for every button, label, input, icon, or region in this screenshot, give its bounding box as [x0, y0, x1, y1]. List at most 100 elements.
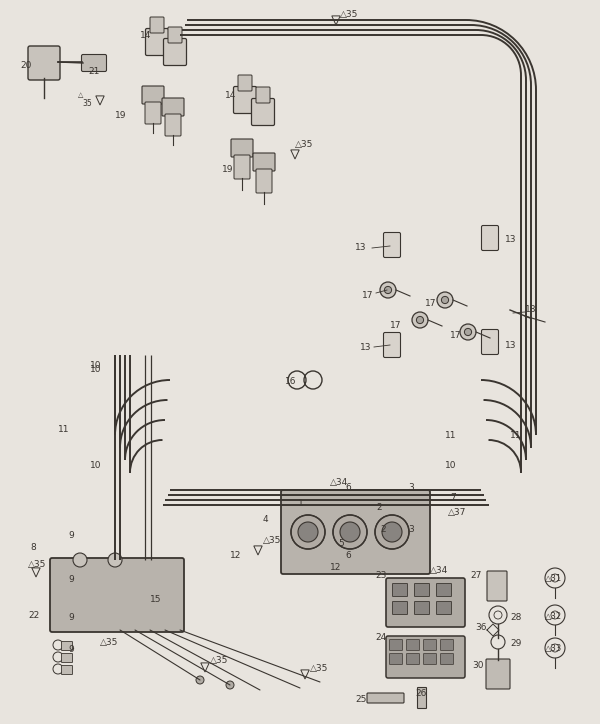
- FancyBboxPatch shape: [50, 558, 184, 632]
- FancyBboxPatch shape: [168, 27, 182, 43]
- Text: 9: 9: [68, 613, 74, 623]
- FancyBboxPatch shape: [146, 28, 169, 56]
- Text: △35: △35: [295, 140, 313, 149]
- Text: 27: 27: [470, 571, 481, 579]
- Text: 8: 8: [30, 544, 36, 552]
- Text: 13: 13: [505, 340, 517, 350]
- FancyBboxPatch shape: [251, 98, 275, 125]
- Text: 3: 3: [408, 484, 414, 492]
- Text: 2: 2: [376, 503, 382, 513]
- Text: △32: △32: [545, 612, 562, 620]
- Text: 13: 13: [355, 243, 367, 253]
- Text: 22: 22: [28, 610, 39, 620]
- Text: △35: △35: [340, 9, 358, 19]
- Text: 10: 10: [90, 366, 101, 374]
- Text: 3: 3: [408, 526, 414, 534]
- FancyBboxPatch shape: [392, 602, 407, 615]
- Text: 35: 35: [82, 98, 92, 107]
- Text: 20: 20: [20, 61, 31, 70]
- Text: 9: 9: [68, 576, 74, 584]
- Text: 2: 2: [380, 526, 386, 534]
- Text: △35: △35: [100, 639, 118, 647]
- Text: △: △: [78, 92, 83, 98]
- Text: 12: 12: [330, 563, 341, 573]
- Text: △34: △34: [430, 565, 448, 575]
- Text: △37: △37: [448, 508, 466, 518]
- Circle shape: [226, 681, 234, 689]
- Text: △33: △33: [545, 644, 562, 652]
- FancyBboxPatch shape: [142, 86, 164, 104]
- Text: 10: 10: [90, 361, 101, 369]
- Text: △35: △35: [263, 536, 281, 544]
- Circle shape: [385, 287, 392, 294]
- FancyBboxPatch shape: [253, 153, 275, 171]
- Text: 24: 24: [375, 634, 386, 642]
- FancyBboxPatch shape: [238, 75, 252, 91]
- Text: 11: 11: [510, 431, 521, 439]
- Text: 14: 14: [140, 30, 151, 40]
- Text: △35: △35: [210, 655, 229, 665]
- Text: 23: 23: [375, 571, 386, 579]
- FancyBboxPatch shape: [162, 98, 184, 116]
- FancyBboxPatch shape: [383, 332, 401, 358]
- Circle shape: [298, 522, 318, 542]
- Text: 10: 10: [445, 460, 457, 469]
- Text: △35: △35: [310, 663, 328, 673]
- Circle shape: [291, 515, 325, 549]
- Text: 11: 11: [58, 426, 70, 434]
- Text: 17: 17: [425, 298, 437, 308]
- FancyBboxPatch shape: [256, 87, 270, 103]
- FancyBboxPatch shape: [437, 602, 452, 615]
- FancyBboxPatch shape: [486, 659, 510, 689]
- Circle shape: [464, 329, 472, 336]
- FancyBboxPatch shape: [233, 86, 257, 114]
- Circle shape: [340, 522, 360, 542]
- Text: 29: 29: [510, 639, 521, 647]
- Circle shape: [333, 515, 367, 549]
- Text: 5: 5: [338, 539, 344, 547]
- Text: 30: 30: [472, 660, 484, 670]
- FancyBboxPatch shape: [231, 139, 253, 157]
- FancyBboxPatch shape: [62, 665, 73, 675]
- FancyBboxPatch shape: [165, 114, 181, 136]
- Circle shape: [196, 676, 204, 684]
- Text: 13: 13: [505, 235, 517, 245]
- FancyBboxPatch shape: [256, 169, 272, 193]
- Text: 13: 13: [360, 343, 371, 353]
- FancyBboxPatch shape: [415, 584, 430, 597]
- Text: △35: △35: [28, 560, 46, 570]
- FancyBboxPatch shape: [415, 602, 430, 615]
- FancyBboxPatch shape: [28, 46, 60, 80]
- FancyBboxPatch shape: [367, 693, 404, 703]
- Text: 36: 36: [475, 623, 487, 633]
- FancyBboxPatch shape: [389, 639, 403, 650]
- FancyBboxPatch shape: [145, 102, 161, 124]
- Text: 7: 7: [450, 494, 456, 502]
- Text: 21: 21: [88, 67, 100, 77]
- Text: 1: 1: [298, 499, 304, 508]
- Text: 14: 14: [225, 90, 236, 99]
- Text: 12: 12: [230, 550, 241, 560]
- Circle shape: [412, 312, 428, 328]
- Text: 15: 15: [150, 596, 161, 605]
- FancyBboxPatch shape: [482, 329, 499, 355]
- FancyBboxPatch shape: [383, 232, 401, 258]
- Text: 28: 28: [510, 613, 521, 623]
- FancyBboxPatch shape: [407, 654, 419, 665]
- Text: 17: 17: [390, 321, 401, 329]
- FancyBboxPatch shape: [163, 38, 187, 65]
- FancyBboxPatch shape: [440, 639, 454, 650]
- Circle shape: [460, 324, 476, 340]
- Circle shape: [375, 515, 409, 549]
- Text: 19: 19: [222, 166, 233, 174]
- Text: 25: 25: [355, 696, 367, 704]
- Text: 9: 9: [68, 646, 74, 654]
- FancyBboxPatch shape: [150, 17, 164, 33]
- Text: 17: 17: [362, 290, 373, 300]
- FancyBboxPatch shape: [440, 654, 454, 665]
- Text: 18: 18: [525, 306, 536, 314]
- Circle shape: [416, 316, 424, 324]
- FancyBboxPatch shape: [62, 641, 73, 650]
- Text: 6: 6: [345, 550, 351, 560]
- FancyBboxPatch shape: [389, 654, 403, 665]
